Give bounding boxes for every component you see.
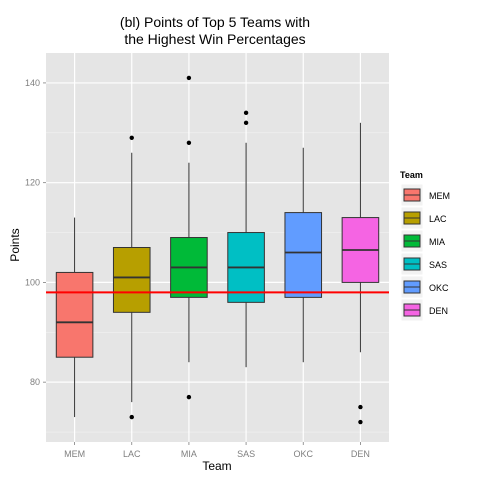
chart-title-line-1: (bl) Points of Top 5 Teams with bbox=[120, 14, 310, 30]
outlier-point bbox=[129, 135, 134, 140]
x-tick-label: MEM bbox=[64, 449, 85, 459]
legend-label: MIA bbox=[429, 237, 445, 247]
x-tick-label: SAS bbox=[237, 449, 255, 459]
y-tick-label: 80 bbox=[30, 377, 40, 387]
outlier-point bbox=[358, 419, 363, 425]
legend-item-okc: OKC bbox=[400, 275, 449, 299]
legend-label: MEM bbox=[429, 191, 450, 201]
legend-item-sas: SAS bbox=[400, 252, 447, 276]
outlier-point bbox=[186, 394, 192, 400]
legend-label: OKC bbox=[429, 283, 449, 293]
plot-panel bbox=[46, 53, 389, 442]
box-body bbox=[55, 271, 94, 358]
box-okc bbox=[284, 147, 323, 363]
box-body bbox=[112, 247, 151, 313]
y-ticks: 80 100 120 140 bbox=[25, 78, 46, 387]
legend-item-lac: LAC bbox=[400, 206, 447, 230]
legend-label: LAC bbox=[429, 214, 447, 224]
x-tick-label: LAC bbox=[123, 449, 141, 459]
box-body bbox=[284, 212, 323, 298]
x-tick-label: OKC bbox=[293, 449, 313, 459]
legend-item-mia: MIA bbox=[400, 229, 445, 253]
outlier-point bbox=[186, 75, 192, 81]
outlier-point bbox=[186, 140, 192, 145]
y-tick-label: 140 bbox=[25, 78, 40, 88]
y-axis-label: Points bbox=[8, 228, 22, 261]
x-tick-label: DEN bbox=[351, 449, 370, 459]
box-mem bbox=[55, 217, 94, 418]
outlier-point bbox=[129, 414, 134, 420]
outlier-point bbox=[243, 110, 249, 116]
box-den bbox=[341, 122, 380, 425]
x-tick-label: MIA bbox=[181, 449, 197, 459]
legend-title: Team bbox=[400, 170, 423, 180]
box-lac bbox=[112, 135, 151, 420]
legend-label: SAS bbox=[429, 260, 447, 270]
legend-item-mem: MEM bbox=[400, 183, 450, 207]
legend-label: DEN bbox=[429, 306, 448, 316]
x-ticks: MEM LAC MIA SAS OKC DEN bbox=[64, 442, 370, 459]
box-mia bbox=[170, 75, 208, 400]
y-tick-label: 100 bbox=[25, 277, 40, 287]
chart-title-line-2: the Highest Win Percentages bbox=[124, 31, 305, 47]
legend-item-den: DEN bbox=[400, 298, 448, 322]
box-layer bbox=[55, 75, 380, 425]
box-sas bbox=[227, 110, 265, 368]
outlier-point bbox=[358, 404, 363, 410]
legend: MEM LAC MIA SAS OKC DEN bbox=[400, 183, 450, 322]
outlier-point bbox=[243, 120, 249, 126]
y-tick-label: 120 bbox=[25, 178, 40, 188]
x-axis-label: Team bbox=[202, 459, 231, 473]
